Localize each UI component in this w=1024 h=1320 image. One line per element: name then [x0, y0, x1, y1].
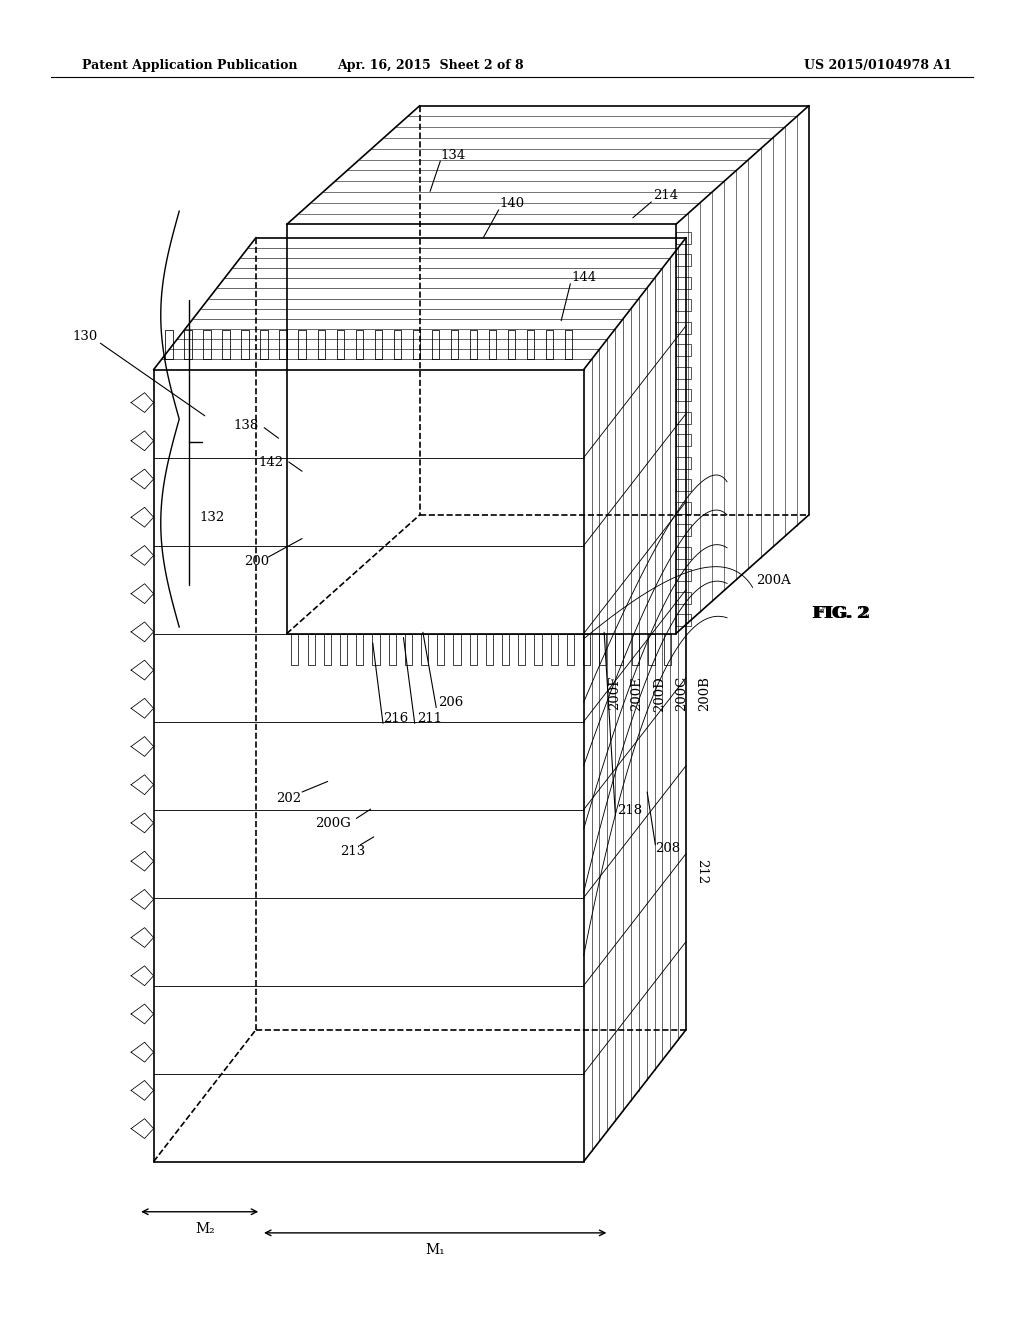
Text: 218: 218	[617, 804, 643, 817]
Text: 200G: 200G	[315, 817, 351, 830]
Text: Patent Application Publication: Patent Application Publication	[82, 59, 297, 73]
Text: 212: 212	[695, 858, 708, 884]
Text: US 2015/0104978 A1: US 2015/0104978 A1	[805, 59, 952, 73]
Text: 200F: 200F	[608, 676, 621, 710]
Text: 132: 132	[200, 511, 225, 524]
Text: 211: 211	[417, 711, 442, 725]
Text: 200E: 200E	[631, 676, 643, 710]
Text: 140: 140	[500, 197, 525, 210]
Text: 200A: 200A	[756, 574, 791, 587]
Text: 142: 142	[258, 455, 284, 469]
Text: 200: 200	[244, 554, 269, 568]
Text: FIG. 2: FIG. 2	[814, 606, 870, 622]
Text: 214: 214	[653, 189, 679, 202]
Text: 200D: 200D	[653, 676, 666, 711]
Text: 202: 202	[276, 792, 302, 805]
Text: 138: 138	[233, 418, 259, 432]
Text: 144: 144	[571, 271, 597, 284]
Text: 213: 213	[340, 845, 366, 858]
Text: 130: 130	[72, 330, 97, 343]
Text: 216: 216	[383, 711, 409, 725]
Text: FIG. 2: FIG. 2	[812, 606, 868, 622]
Text: 206: 206	[438, 696, 464, 709]
Text: 200B: 200B	[698, 676, 711, 710]
Text: 208: 208	[655, 842, 681, 855]
Text: M₂: M₂	[195, 1222, 215, 1237]
Text: 200C: 200C	[676, 676, 688, 711]
Text: M₁: M₁	[425, 1243, 445, 1258]
Text: Apr. 16, 2015  Sheet 2 of 8: Apr. 16, 2015 Sheet 2 of 8	[337, 59, 523, 73]
Text: 134: 134	[440, 149, 466, 162]
